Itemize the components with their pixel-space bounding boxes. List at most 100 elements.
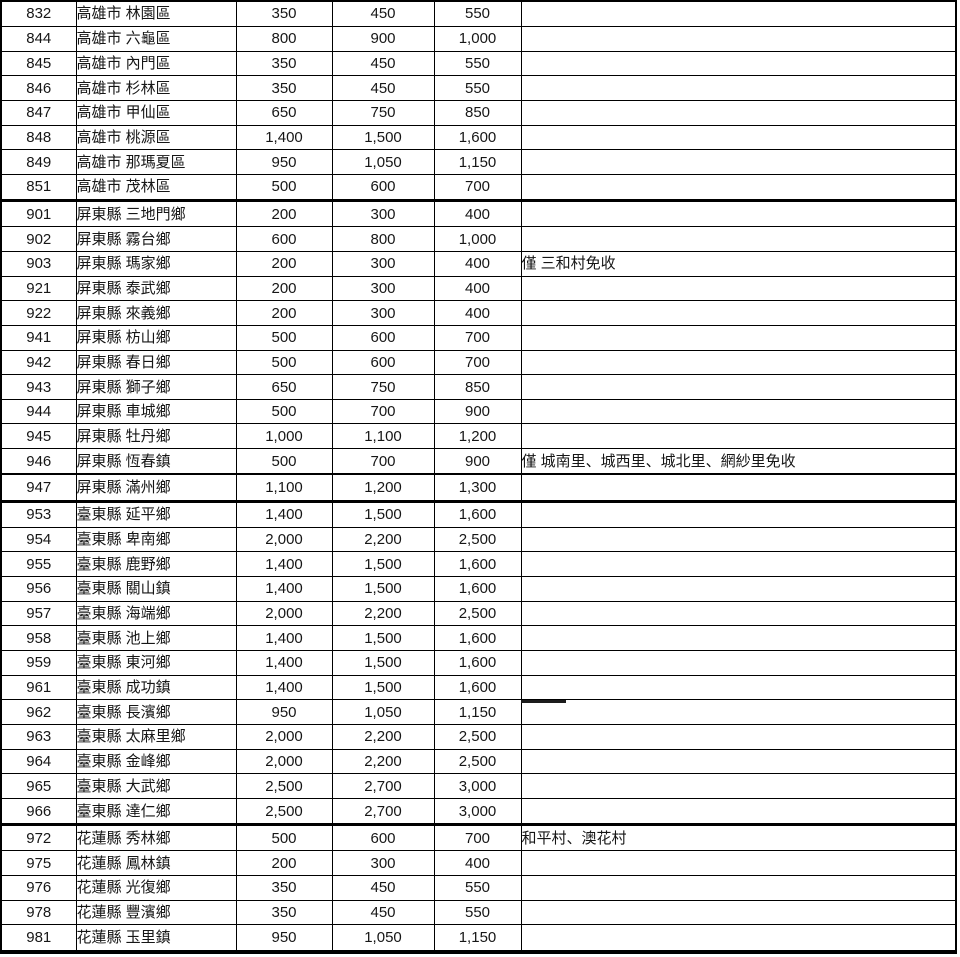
- table-row: 963 臺東縣 太麻里鄉 2,000 2,200 2,500: [0, 723, 957, 750]
- fee-cell-1: 650: [235, 99, 333, 126]
- fee-cell-1: 2,500: [235, 773, 333, 799]
- fee-cell-1: 200: [235, 275, 333, 302]
- district-cell: 臺東縣 海端鄉: [75, 600, 237, 627]
- table-row: 981 花蓮縣 玉里鎮 950 1,050 1,150: [0, 924, 957, 953]
- district-cell: 屏東縣 牡丹鄉: [75, 423, 237, 450]
- table-row: 962 臺東縣 長濱鄉 950 1,050 1,150: [0, 699, 957, 725]
- fee-cell-3: 1,600: [433, 124, 522, 151]
- district-cell: 臺東縣 延平鄉: [75, 499, 237, 528]
- district-cell: 花蓮縣 秀林鄉: [75, 823, 237, 852]
- postal-code-cell: 981: [0, 924, 77, 953]
- table-row: 957 臺東縣 海端鄉 2,000 2,200 2,500: [0, 600, 957, 627]
- fee-cell-2: 1,050: [331, 924, 435, 953]
- note-cell: [520, 600, 957, 627]
- table-row: 965 臺東縣 大武鄉 2,500 2,700 3,000: [0, 773, 957, 799]
- postal-code-cell: 922: [0, 300, 77, 326]
- fee-cell-2: 900: [331, 25, 435, 52]
- fee-cell-2: 1,050: [331, 149, 435, 175]
- note-cell: [520, 499, 957, 528]
- district-cell: 屏東縣 獅子鄉: [75, 374, 237, 400]
- fee-cell-2: 600: [331, 324, 435, 351]
- fee-cell-2: 1,500: [331, 551, 435, 578]
- fee-cell-2: 300: [331, 250, 435, 277]
- postal-code-cell: 975: [0, 850, 77, 876]
- postal-code-cell: 956: [0, 576, 77, 602]
- postal-code-cell: 847: [0, 99, 77, 126]
- table-row: 942 屏東縣 春日鄉 500 600 700: [0, 349, 957, 376]
- note-cell: [520, 797, 957, 826]
- district-cell: 高雄市 杉林區: [75, 75, 237, 101]
- postal-code-cell: 902: [0, 226, 77, 252]
- postal-code-cell: 845: [0, 50, 77, 77]
- table-row: 847 高雄市 甲仙區 650 750 850: [0, 99, 957, 126]
- fee-cell-2: 2,700: [331, 773, 435, 799]
- fee-cell-2: 300: [331, 300, 435, 326]
- fee-cell-1: 1,000: [235, 423, 333, 450]
- table-row: 978 花蓮縣 豐濱鄉 350 450 550: [0, 899, 957, 926]
- fee-cell-3: 1,300: [433, 473, 522, 502]
- postal-code-cell: 955: [0, 551, 77, 578]
- note-cell: [520, 149, 957, 175]
- note-cell: 僅 三和村免收: [520, 250, 957, 277]
- table-row: 902 屏東縣 霧台鄉 600 800 1,000: [0, 226, 957, 252]
- fee-cell-2: 1,500: [331, 576, 435, 602]
- district-cell: 屏東縣 車城鄉: [75, 398, 237, 425]
- table-row: 945 屏東縣 牡丹鄉 1,000 1,100 1,200: [0, 423, 957, 450]
- postal-code-cell: 941: [0, 324, 77, 351]
- fee-cell-1: 200: [235, 850, 333, 876]
- table-row: 845 高雄市 內門區 350 450 550: [0, 50, 957, 77]
- note-cell: [520, 650, 957, 676]
- table-row: 851 高雄市 茂林區 500 600 700: [0, 173, 957, 202]
- note-cell: [520, 551, 957, 578]
- note-cell: [520, 576, 957, 602]
- postal-code-cell: 832: [0, 0, 77, 27]
- fee-cell-2: 300: [331, 275, 435, 302]
- district-cell: 花蓮縣 鳳林鎮: [75, 850, 237, 876]
- fee-cell-1: 1,400: [235, 674, 333, 701]
- fee-cell-3: 400: [433, 300, 522, 326]
- fee-cell-1: 200: [235, 199, 333, 228]
- district-cell: 臺東縣 卑南鄉: [75, 526, 237, 553]
- fee-cell-3: 2,500: [433, 748, 522, 775]
- fee-cell-3: 900: [433, 448, 522, 475]
- fee-cell-3: 900: [433, 398, 522, 425]
- fee-cell-3: 550: [433, 899, 522, 926]
- table-row: 958 臺東縣 池上鄉 1,400 1,500 1,600: [0, 625, 957, 651]
- note-cell: [520, 723, 957, 750]
- postal-code-cell: 966: [0, 797, 77, 826]
- table-row: 846 高雄市 杉林區 350 450 550: [0, 75, 957, 101]
- note-cell: [520, 124, 957, 151]
- table-row: 953 臺東縣 延平鄉 1,400 1,500 1,600: [0, 499, 957, 528]
- postal-code-cell: 958: [0, 625, 77, 651]
- postal-code-cell: 945: [0, 423, 77, 450]
- table-row: 943 屏東縣 獅子鄉 650 750 850: [0, 374, 957, 400]
- fee-cell-2: 800: [331, 226, 435, 252]
- fee-cell-3: 850: [433, 374, 522, 400]
- fee-cell-3: 550: [433, 874, 522, 901]
- note-cell: [520, 300, 957, 326]
- note-cell: [520, 50, 957, 77]
- fee-cell-1: 200: [235, 300, 333, 326]
- fee-cell-1: 650: [235, 374, 333, 400]
- fee-cell-2: 1,500: [331, 499, 435, 528]
- fee-cell-2: 2,200: [331, 526, 435, 553]
- note-cell: [520, 99, 957, 126]
- fee-cell-1: 2,000: [235, 600, 333, 627]
- postal-code-cell: 954: [0, 526, 77, 553]
- postal-code-cell: 972: [0, 823, 77, 852]
- note-cell: [520, 625, 957, 651]
- fee-cell-2: 450: [331, 874, 435, 901]
- fee-cell-2: 1,500: [331, 625, 435, 651]
- district-cell: 臺東縣 東河鄉: [75, 650, 237, 676]
- fee-cell-1: 1,400: [235, 551, 333, 578]
- table-row: 946 屏東縣 恆春鎮 500 700 900 僅 城南里、城西里、城北里、網紗里免收: [0, 448, 957, 475]
- note-cell: [520, 423, 957, 450]
- note-cell: 僅 城南里、城西里、城北里、網紗里免收: [520, 448, 957, 475]
- fee-cell-2: 600: [331, 349, 435, 376]
- fee-cell-2: 1,500: [331, 124, 435, 151]
- fee-cell-1: 350: [235, 874, 333, 901]
- fee-cell-3: 400: [433, 275, 522, 302]
- table-row: 959 臺東縣 東河鄉 1,400 1,500 1,600: [0, 650, 957, 676]
